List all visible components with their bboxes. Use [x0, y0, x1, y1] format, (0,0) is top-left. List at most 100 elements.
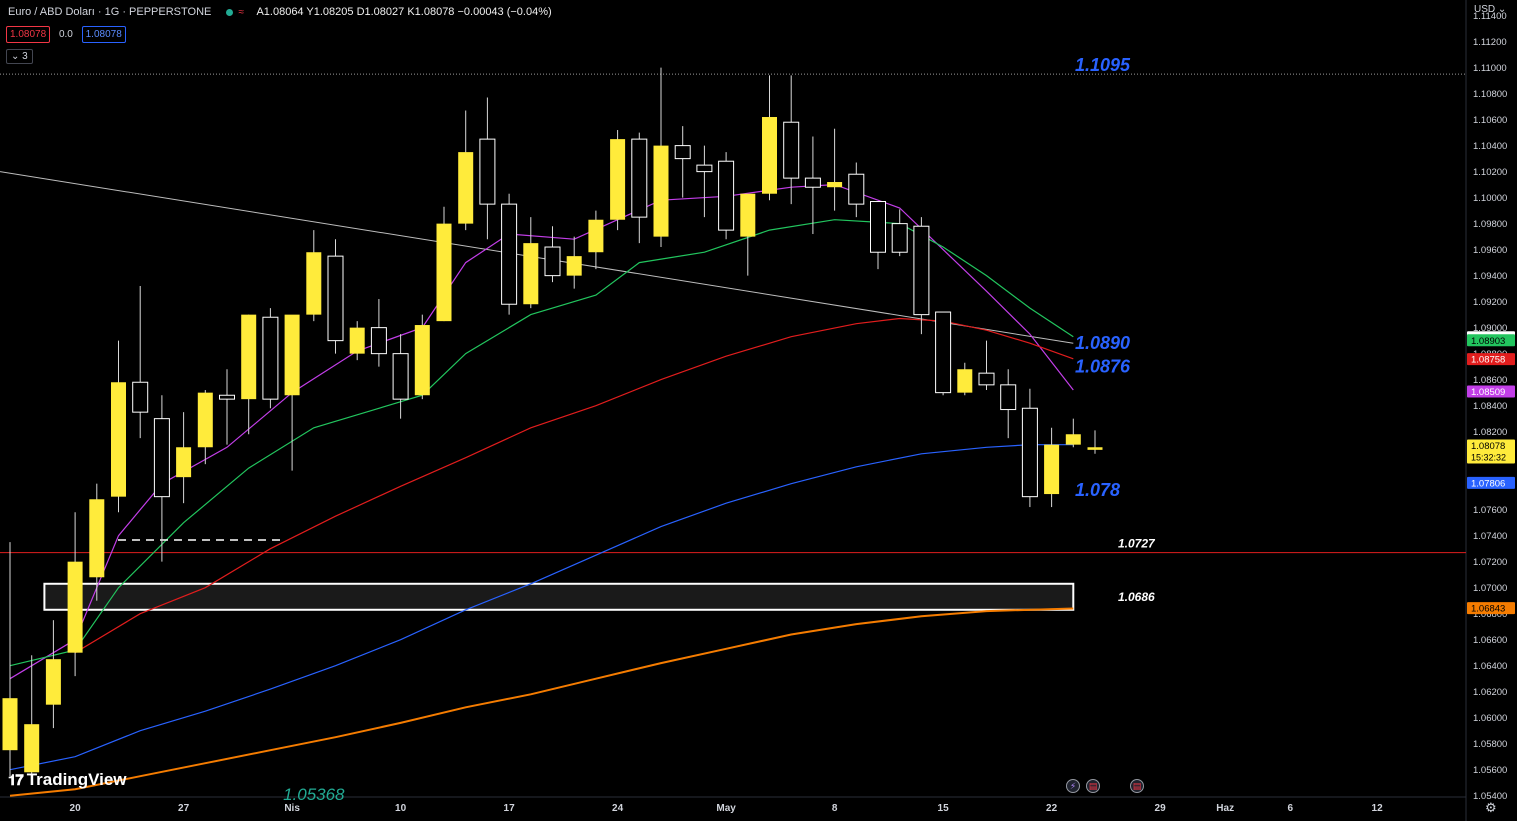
- y-tick-label: 1.09800: [1473, 219, 1507, 230]
- x-tick-label: 27: [178, 803, 190, 814]
- bear-candle-body: [848, 173, 865, 205]
- candle: [370, 299, 387, 367]
- resistance-label: 1.1095: [1075, 55, 1131, 75]
- bull-candle-body: [2, 698, 18, 751]
- bear-candle-body: [978, 372, 995, 386]
- tradingview-logo-icon: 𝟏𝟕: [8, 772, 24, 789]
- price-axis-tag: [1467, 334, 1515, 347]
- candle: [913, 217, 930, 335]
- price-axis-tag-text: 1.08078: [1471, 441, 1505, 452]
- bull-candle-body: [197, 392, 213, 448]
- symbol-header: Euro / ABD Doları · 1G · PEPPERSTONE ≈ A…: [8, 6, 552, 18]
- y-tick-label: 1.09200: [1473, 297, 1507, 308]
- us-flag-event-icon[interactable]: ▤: [1130, 779, 1144, 793]
- bull-candle-body: [111, 382, 126, 497]
- symbol-title[interactable]: Euro / ABD Doları · 1G · PEPPERSTONE: [8, 6, 212, 18]
- candle: [262, 308, 279, 409]
- indicators-toggle[interactable]: ⌄ 3: [6, 49, 33, 64]
- zone-label: 1.0686: [1118, 590, 1155, 604]
- candle: [827, 128, 843, 211]
- bull-candle-body: [241, 314, 257, 400]
- candle: [1087, 430, 1103, 454]
- bull-candle-body: [89, 499, 105, 578]
- price-axis-tag: [1467, 439, 1515, 464]
- bull-candle-body: [566, 256, 582, 276]
- price-axis-tag-text: 1.08758: [1471, 355, 1505, 366]
- bull-candle-body: [306, 252, 322, 315]
- candle: [957, 362, 973, 396]
- gear-icon[interactable]: ⚙: [1485, 800, 1497, 815]
- candle: [740, 193, 756, 276]
- bull-candle-body: [24, 724, 40, 773]
- y-tick-label: 1.09000: [1473, 323, 1507, 334]
- candle: [1021, 388, 1038, 508]
- currency-selector[interactable]: USD ⌄: [1474, 4, 1506, 15]
- candle: [392, 334, 409, 419]
- moving-average-line: [9, 219, 1074, 667]
- bear-candle-body: [132, 381, 149, 413]
- y-tick-label: 1.10000: [1473, 193, 1507, 204]
- candle: [848, 162, 865, 218]
- buy-price-badge[interactable]: 1.08078: [81, 26, 126, 43]
- ohlc-values: A1.08064 Y1.08205 D1.08027 K1.08078 −0.0…: [256, 6, 552, 18]
- us-flag-event-icon[interactable]: ▤: [1086, 779, 1100, 793]
- y-tick-label: 1.07000: [1473, 583, 1507, 594]
- bull-candle-body: [436, 223, 452, 322]
- candle: [696, 145, 713, 218]
- candle: [219, 369, 235, 445]
- candle: [241, 314, 257, 435]
- y-tick-label: 1.11200: [1473, 37, 1507, 48]
- price-axis-tag: [1467, 385, 1515, 398]
- bull-candle-body: [762, 117, 777, 194]
- price-level-label: 1.078: [1075, 480, 1120, 500]
- y-tick-label: 1.05400: [1473, 791, 1507, 802]
- lightning-event-icon[interactable]: ⚡: [1066, 779, 1080, 793]
- bull-candle-body: [588, 219, 604, 253]
- candle: [479, 97, 496, 240]
- price-axis-tag: [1467, 353, 1515, 366]
- candle: [566, 236, 582, 289]
- bear-candle-body: [696, 164, 713, 173]
- candle: [891, 209, 908, 257]
- candle: [978, 340, 995, 391]
- candle: [327, 239, 344, 354]
- chevron-down-icon: ⌄: [11, 51, 20, 62]
- bear-candle-body: [1021, 407, 1038, 498]
- x-tick-label: Nis: [284, 803, 300, 814]
- bear-candle-body: [870, 201, 886, 253]
- candle: [501, 193, 518, 315]
- candle: [111, 340, 126, 513]
- y-tick-label: 1.05600: [1473, 765, 1507, 776]
- currency-label: USD: [1474, 4, 1496, 15]
- bull-candle-body: [653, 145, 669, 237]
- y-tick-label: 1.09600: [1473, 245, 1507, 256]
- sell-price-badge[interactable]: 1.08078: [6, 26, 51, 43]
- bear-candle-body: [783, 121, 800, 179]
- candle: [804, 136, 821, 235]
- candle: [1065, 418, 1081, 448]
- y-tick-label: 1.06400: [1473, 661, 1507, 672]
- y-tick-label: 1.06600: [1473, 635, 1507, 646]
- demand-zone: [43, 582, 1075, 611]
- bear-candle-body: [327, 255, 344, 342]
- candle: [610, 130, 626, 231]
- y-tick-label: 1.10800: [1473, 89, 1507, 100]
- candle: [523, 217, 539, 309]
- candle: [176, 412, 192, 504]
- price-axis-tag-text: 1.08509: [1471, 387, 1505, 398]
- bear-candle-body: [219, 394, 235, 400]
- candle: [1000, 369, 1017, 439]
- candle: [132, 286, 149, 439]
- y-tick-label: 1.11400: [1473, 11, 1507, 22]
- bear-candle-body: [1000, 384, 1017, 411]
- y-tick-label: 1.07400: [1473, 531, 1507, 542]
- candle: [24, 655, 40, 777]
- bull-candle-body: [740, 193, 756, 237]
- candle: [414, 314, 430, 400]
- candle: [67, 512, 83, 677]
- price-axis-tag-text: 1.06843: [1471, 604, 1505, 615]
- x-tick-label: 20: [70, 803, 82, 814]
- moving-average-line: [9, 444, 1074, 771]
- bar-countdown: 15:32:32: [1471, 453, 1506, 463]
